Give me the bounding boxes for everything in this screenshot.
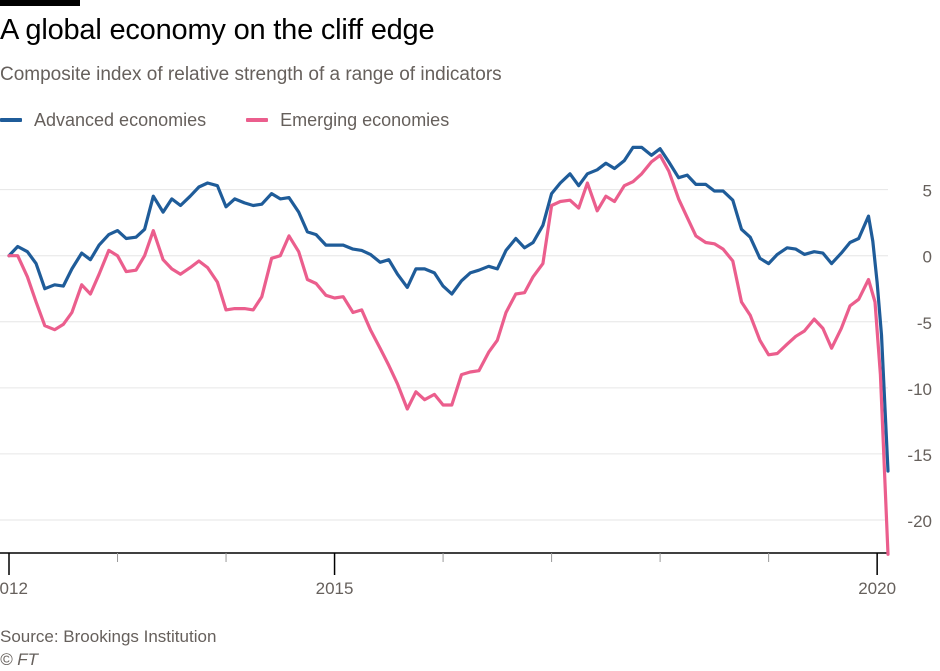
brand-bar: [0, 0, 80, 6]
legend-label-advanced: Advanced economies: [34, 109, 207, 130]
line-chart: 5 0 -5 -10 -15 -20 2012 2015 2020: [0, 145, 932, 598]
legend-item-advanced: Advanced economies: [0, 110, 206, 131]
y-tick-label: -10: [907, 380, 932, 399]
legend-label-emerging: Emerging economies: [280, 109, 450, 130]
chart-legend: Advanced economies Emerging economies: [0, 108, 489, 132]
legend-swatch-advanced: [0, 118, 22, 122]
y-tick-label: 5: [923, 182, 932, 201]
y-tick-label: -15: [907, 446, 932, 465]
credit-note: © FT: [0, 650, 39, 669]
chart-subtitle: Composite index of relative strength of …: [0, 64, 502, 85]
x-tick-label: 2015: [316, 579, 354, 598]
y-tick-label: -20: [907, 512, 932, 531]
chart-title: A global economy on the cliff edge: [0, 14, 435, 46]
source-note: Source: Brookings Institution: [0, 627, 217, 646]
x-tick-label: 2020: [858, 579, 896, 598]
series-line-advanced: [7, 145, 890, 473]
legend-item-emerging: Emerging economies: [246, 110, 449, 131]
series-line-emerging: [7, 153, 890, 556]
x-tick-label: 2012: [0, 579, 28, 598]
y-tick-label: -5: [917, 314, 932, 333]
legend-swatch-emerging: [246, 118, 269, 122]
y-tick-label: 0: [923, 248, 932, 267]
